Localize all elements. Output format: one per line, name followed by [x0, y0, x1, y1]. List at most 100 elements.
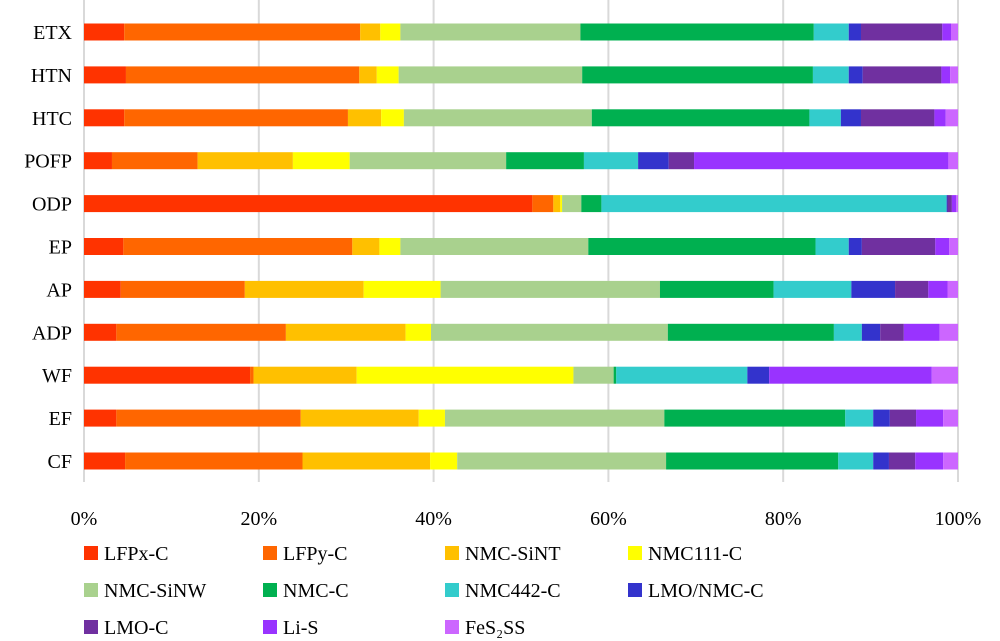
bar-row-ap [84, 280, 958, 298]
bar-segment [84, 152, 112, 170]
bar-segment [352, 238, 380, 255]
bar-segment [400, 238, 589, 255]
category-label: CF [48, 451, 72, 473]
legend-label: LMO-C [104, 617, 168, 639]
bar-segment [84, 238, 124, 255]
legend-swatch [445, 620, 459, 634]
bar-segment [250, 366, 254, 384]
x-tick-label: 100% [935, 508, 982, 530]
bar-segment [861, 238, 936, 255]
bar-segment [581, 195, 602, 213]
bar-segment [939, 323, 958, 341]
bar-segment [553, 195, 561, 213]
bar-row-ef [84, 409, 958, 427]
bar-segment [916, 409, 944, 427]
category-label: POFP [24, 151, 72, 173]
bar-segment [253, 366, 357, 384]
legend-item: NMC442-C [445, 580, 561, 602]
legend-label: NMC-SiNW [104, 580, 206, 602]
bar-segment [84, 66, 126, 84]
legend-label: NMC111-C [648, 543, 742, 565]
legend-item: LFPx-C [84, 543, 168, 565]
bar-segment [123, 238, 353, 255]
bar-row-htn [84, 66, 958, 84]
bar-segment [948, 152, 958, 170]
legend-label: LMO/NMC-C [648, 580, 764, 602]
bar-segment [125, 452, 303, 470]
bar-segment [116, 323, 286, 341]
bar-segment [580, 23, 814, 41]
bar-segment [915, 452, 944, 470]
bar-row-ep [84, 238, 958, 255]
bar-segment [292, 152, 350, 170]
bar-segment [941, 66, 951, 84]
bar-segment [359, 66, 377, 84]
category-label: AP [46, 279, 72, 301]
legend-item: FeS₂SS [445, 617, 525, 639]
bar-segment [125, 66, 360, 84]
bar-segment [582, 66, 813, 84]
category-label: ODP [32, 194, 72, 216]
bar-segment [667, 323, 834, 341]
bar-segment [400, 23, 581, 41]
bar-segment [862, 66, 942, 84]
bar-segment [120, 280, 245, 298]
legend-swatch [84, 583, 98, 597]
legend-swatch [263, 620, 277, 634]
bar-segment [111, 152, 198, 170]
bar-segment [851, 280, 896, 298]
legend-label: NMC-C [283, 580, 349, 602]
bar-segment [947, 195, 952, 213]
category-label: WF [42, 365, 72, 387]
category-labels: ETX HTN HTC POFP ODP EP AP ADP WF EF CF [24, 22, 72, 473]
bar-segment [773, 280, 852, 298]
bar-segment [363, 280, 441, 298]
legend-swatch [84, 546, 98, 560]
bar-segment [84, 280, 121, 298]
bar-segment [945, 109, 958, 127]
bar-segment [845, 409, 874, 427]
bar-segment [943, 409, 958, 427]
bar-segment [848, 238, 862, 255]
bar-row-htc [84, 109, 958, 127]
legend-item: LMO/NMC-C [628, 580, 764, 602]
bar-row-adp [84, 323, 958, 341]
bar-segment [949, 238, 958, 255]
bar-segment [840, 109, 861, 127]
bar-row-etx [84, 23, 958, 41]
bar-segment [398, 66, 583, 84]
bar-segment [833, 323, 862, 341]
legend-label: Li-S [283, 617, 319, 639]
bar-segment [376, 66, 399, 84]
bar-segment [591, 109, 810, 127]
legend-item: LFPy-C [263, 543, 347, 565]
bar-segment [124, 109, 348, 127]
legend-item: Li-S [263, 617, 319, 639]
bar-segment [668, 152, 695, 170]
bar-segment [560, 195, 563, 213]
bar-segment [583, 152, 639, 170]
bar-segment [124, 23, 361, 41]
category-label: EP [49, 237, 72, 259]
bar-segment [418, 409, 445, 427]
bar-segment [747, 366, 770, 384]
bar-segment [931, 366, 958, 384]
bar-segment [947, 280, 958, 298]
legend-swatch [628, 546, 642, 560]
x-tick-label: 40% [415, 508, 452, 530]
bars [84, 23, 958, 470]
bar-segment [889, 409, 917, 427]
bar-segment [694, 152, 949, 170]
bar-segment [380, 23, 401, 41]
bar-segment [942, 23, 952, 41]
bar-segment [360, 23, 381, 41]
bar-segment [943, 452, 958, 470]
bar-segment [838, 452, 874, 470]
legend-swatch [445, 583, 459, 597]
x-tick-label: 80% [765, 508, 802, 530]
legend-item: NMC-SiNW [84, 580, 206, 602]
bar-row-pofp [84, 152, 958, 170]
legend-swatch [628, 583, 642, 597]
bar-row-odp [84, 195, 958, 213]
bar-segment [84, 195, 533, 213]
